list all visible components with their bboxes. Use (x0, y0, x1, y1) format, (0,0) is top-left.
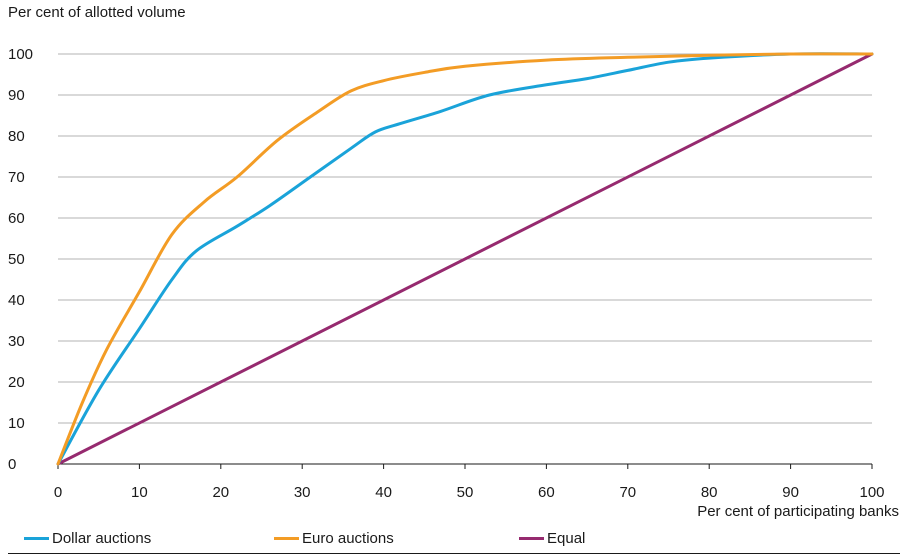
y-tick-label: 60 (8, 210, 25, 227)
tick-labels: 0 10 20 30 40 50 60 70 80 90 100 0 10 20 30 40 50 60 70 80 9… (8, 46, 885, 501)
series-line-equal (56, 52, 874, 466)
legend-label: Dollar auctions (52, 530, 152, 547)
x-tick-label: 30 (294, 484, 311, 501)
y-tick-label: 10 (8, 415, 25, 432)
x-tick-label: 90 (782, 484, 799, 501)
x-tick-label: 20 (212, 484, 229, 501)
x-tick-label: 70 (619, 484, 636, 501)
series-line-dollar-auctions (56, 52, 874, 466)
x-tick-label: 10 (131, 484, 148, 501)
x-tick-label: 100 (859, 484, 884, 501)
bottom-rule (8, 553, 900, 554)
y-tick-label: 80 (8, 128, 25, 145)
y-tick-label: 50 (8, 251, 25, 268)
y-tick-label: 70 (8, 169, 25, 186)
x-axis-label: Per cent of participating banks (697, 503, 899, 520)
y-tick-label: 100 (8, 46, 33, 63)
legend-swatch (519, 537, 544, 540)
y-axis-label: Per cent of allotted volume (8, 4, 186, 21)
legend-swatch (274, 537, 299, 540)
legend-label: Euro auctions (302, 530, 394, 547)
x-tick-label: 80 (701, 484, 718, 501)
legend-swatch (24, 537, 49, 540)
legend-item-euro-auctions: Euro auctions (274, 530, 394, 547)
y-tick-label: 40 (8, 292, 25, 309)
y-tick-label: 20 (8, 374, 25, 391)
legend-label: Equal (547, 530, 586, 547)
x-tick-label: 60 (538, 484, 555, 501)
series-line-euro-auctions (56, 52, 874, 466)
legend-item-equal: Equal (519, 530, 585, 547)
x-tick-label: 0 (54, 484, 62, 501)
x-tick-label: 50 (457, 484, 474, 501)
x-tick-label: 40 (375, 484, 392, 501)
y-tick-label: 30 (8, 333, 25, 350)
legend-item-dollar-auctions: Dollar auctions (24, 530, 151, 547)
y-tick-label: 0 (8, 456, 16, 473)
y-tick-label: 90 (8, 87, 25, 104)
series-lines (56, 52, 874, 466)
